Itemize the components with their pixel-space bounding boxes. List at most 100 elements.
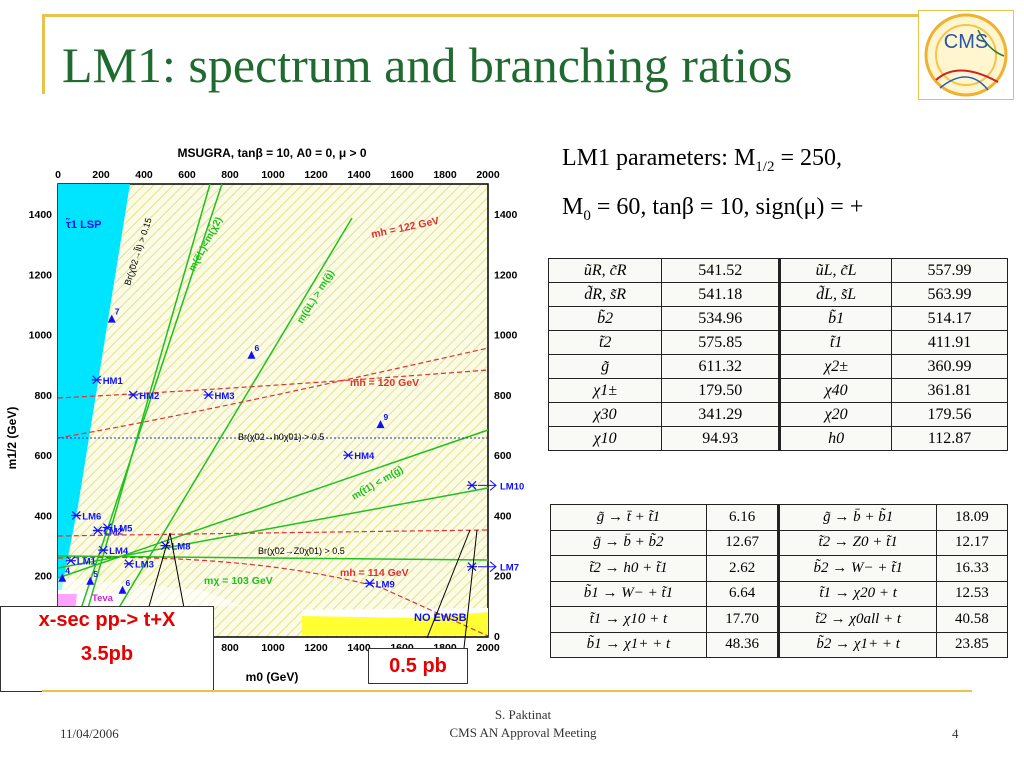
- table-row: ũR, c̃R 541.52 ũL, c̃L 557.99: [547, 258, 1008, 283]
- table-row: g̃ → t̄ + t̃1 6.16 g̃ → b̄ + b̃1 18.09: [550, 504, 1009, 531]
- benchmark-marker: [343, 450, 354, 460]
- xsec-right-note: 0.5 pb: [368, 648, 468, 684]
- footer-accent-line: [42, 690, 972, 692]
- footer-meeting: CMS AN Approval Meeting: [449, 725, 597, 740]
- footer-page-number: 4: [952, 726, 959, 741]
- plot-header: MSUGRA, tanβ = 10, A0 = 0, μ > 0: [177, 146, 366, 160]
- offchart-arrow: [478, 561, 497, 573]
- x-tick-label-top: 1800: [433, 169, 457, 181]
- teva-label: Teva: [92, 593, 114, 604]
- benchmark-label: LM6: [82, 511, 101, 522]
- x-tick-label: 800: [221, 642, 239, 654]
- y-tick-label-right: 400: [494, 510, 512, 522]
- benchmark-label: HM2: [139, 391, 159, 402]
- plot-ylabel: m1/2 (GeV): [5, 407, 19, 470]
- br3-label: Br(χ̃02→Z0χ̃01) > 0.5: [258, 546, 345, 556]
- x-tick-label-top: 1000: [261, 169, 285, 181]
- table-row: g̃ → b̄ + b̃2 12.67 t̃2 → Z0 + t̃1 12.17: [550, 529, 1009, 556]
- cms-logo-text: CMS: [944, 31, 988, 53]
- benchmark-label: HM4: [354, 451, 375, 462]
- benchmark-label: LM2: [104, 527, 123, 538]
- x-tick-label: 1200: [304, 642, 328, 654]
- x-tick-label-top: 0: [55, 169, 61, 181]
- mchi-label: mχ = 103 GeV: [204, 575, 273, 587]
- benchmark-label: LM5: [113, 524, 133, 535]
- slide-title: LM1: spectrum and branching ratios: [62, 37, 793, 93]
- xsec-note-box: x-sec pp-> t+X 3.5pb: [0, 606, 214, 692]
- table-row: b̃1 → W− + t̃1 6.64 t̃1 → χ20 + t 12.53: [550, 580, 1009, 607]
- x-tick-label-top: 1200: [304, 169, 328, 181]
- y-tick-label-right: 800: [494, 390, 512, 402]
- y-tick-label: 1200: [29, 269, 53, 281]
- x-tick-label-top: 1600: [390, 169, 414, 181]
- triangle-label: 6: [126, 578, 131, 588]
- benchmark-label: LM10: [500, 481, 524, 492]
- y-tick-label: 1000: [29, 330, 53, 342]
- mh120-label: mh = 120 GeV: [350, 377, 419, 389]
- x-tick-label: 2000: [476, 642, 500, 654]
- benchmark-label: LM3: [135, 560, 154, 571]
- higgs-mass-contours: [57, 347, 489, 637]
- x-tick-label-top: 1400: [347, 169, 371, 181]
- benchmark-marker: [467, 480, 477, 490]
- triangle-label: 6: [255, 343, 260, 353]
- table-row: t̃2 575.85 t̃1 411.91: [547, 330, 1008, 355]
- lm1-parameters: LM1 parameters: M1/2 = 250, M0 = 60, tan…: [562, 145, 864, 224]
- x-tick-label-top: 2000: [476, 169, 500, 181]
- offchart-arrow: [478, 479, 497, 491]
- xsec-note-line2: 3.5pb: [80, 643, 134, 665]
- x-tick-label-top: 800: [221, 169, 239, 181]
- y-tick-label-right: 1200: [494, 269, 518, 281]
- no-ewsb-region: [302, 612, 488, 635]
- title-accent-vertical: [42, 14, 45, 94]
- benchmark-marker: [467, 562, 477, 572]
- table-row: t̃2 → h0 + t̃1 2.62 b̃2 → W− + t̃1 16.33: [550, 555, 1009, 582]
- benchmark-label: HM1: [103, 376, 124, 387]
- green-boundary-lines: [57, 183, 489, 637]
- benchmark-label: LM1: [77, 557, 97, 568]
- y-tick-label: 600: [34, 450, 52, 462]
- lsp-label: τ̃1 LSP: [66, 218, 102, 231]
- y-tick-label: 200: [34, 571, 52, 583]
- benchmark-marker: [203, 390, 214, 400]
- plot-area: [57, 183, 489, 638]
- benchmark-marker: [98, 545, 109, 555]
- triangle-marker: [58, 573, 67, 582]
- y-tick-label: 1400: [29, 209, 53, 221]
- title-accent-horizontal: [42, 14, 926, 17]
- benchmark-marker: [65, 556, 76, 566]
- triangle-marker: [118, 585, 127, 594]
- footer-date: 11/04/2006: [60, 726, 119, 741]
- table-row: χ1± 179.50 χ40 361.81: [547, 378, 1008, 403]
- y-tick-label-right: 200: [494, 571, 512, 583]
- table-row: χ10 94.93 h0 112.87: [547, 426, 1008, 451]
- mass-spectrum-table: ũR, c̃R 541.52 ũL, c̃L 557.99 d̃R, s̃R 541.1…: [547, 258, 1008, 451]
- triangle-label: 7: [115, 307, 120, 317]
- benchmark-label: LM8: [172, 542, 191, 553]
- x-tick-label-top: 400: [135, 169, 153, 181]
- benchmark-marker: [364, 578, 375, 588]
- benchmark-marker: [71, 511, 82, 520]
- benchmark-marker: [102, 523, 113, 532]
- br2-label: Br(χ̃02→h0χ̃01) > 0.5: [238, 432, 324, 442]
- y-tick-label-right: 600: [494, 450, 512, 462]
- x-tick-label-top: 600: [178, 169, 196, 181]
- benchmark-label: LM9: [376, 579, 395, 590]
- x-tick-label-top: 200: [92, 169, 110, 181]
- footer-author: S. Paktinat: [494, 707, 552, 722]
- benchmark-marker: [123, 559, 134, 569]
- table-row: b̃2 534.96 b̃1 514.17: [547, 306, 1008, 331]
- x-tick-label: 1400: [347, 642, 371, 654]
- y-tick-label: 800: [34, 390, 52, 402]
- x-tick-label: 1000: [261, 642, 285, 654]
- triangle-label: 9: [384, 412, 389, 422]
- triangle-marker: [86, 576, 95, 585]
- triangle-marker: [376, 420, 385, 429]
- benchmark-label: LM7: [500, 563, 519, 574]
- y-tick-label-right: 1000: [494, 330, 518, 342]
- noewsb-label: NO EWSB: [414, 612, 467, 624]
- triangle-label: 5: [93, 569, 98, 579]
- branching-ratio-table: g̃ → t̄ + t̃1 6.16 g̃ → b̄ + b̃1 18.09 g̃ →…: [550, 504, 1009, 658]
- plot-xlabel: m0 (GeV): [246, 670, 299, 684]
